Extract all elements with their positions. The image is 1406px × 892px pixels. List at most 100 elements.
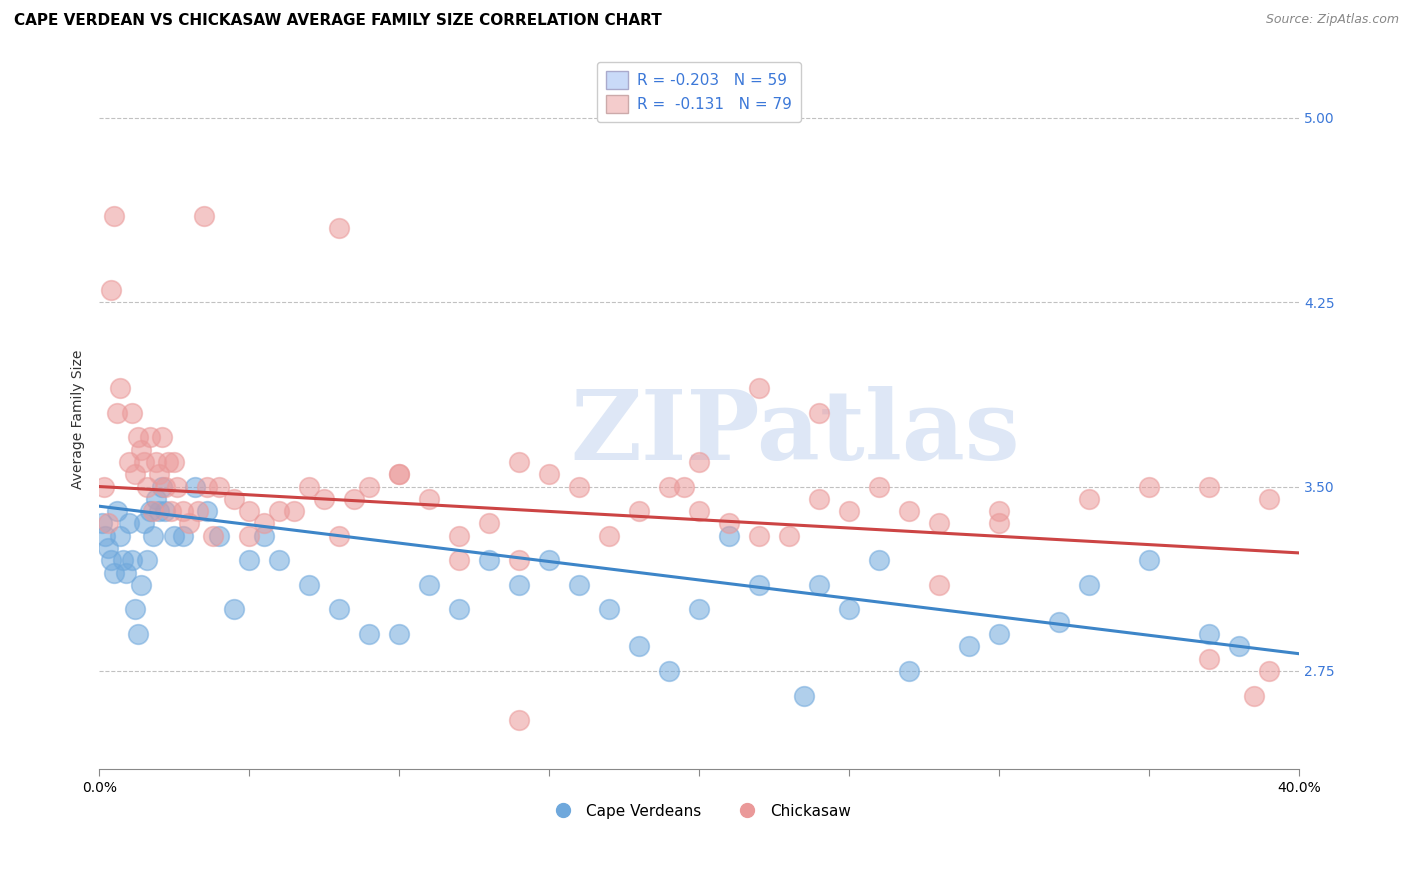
Text: Source: ZipAtlas.com: Source: ZipAtlas.com [1265, 13, 1399, 27]
Point [688, 602, 710, 616]
Point [957, 640, 980, 654]
Point [253, 516, 276, 531]
Point [628, 504, 651, 518]
Point [105, 504, 128, 518]
Point [103, 209, 125, 223]
Point [508, 553, 530, 567]
Point [658, 479, 681, 493]
Point [838, 504, 860, 518]
Point [808, 491, 831, 506]
Point [838, 602, 860, 616]
Point [134, 516, 156, 531]
Point [153, 479, 176, 493]
Point [100, 553, 122, 567]
Point [148, 467, 170, 482]
Point [928, 516, 950, 531]
Point [328, 529, 350, 543]
Y-axis label: Average Family Size: Average Family Size [72, 350, 86, 489]
Point [898, 504, 921, 518]
Point [193, 209, 215, 223]
Point [202, 529, 225, 543]
Point [449, 602, 471, 616]
Point [108, 529, 131, 543]
Point [748, 578, 770, 592]
Point [1258, 491, 1281, 506]
Point [238, 529, 260, 543]
Point [136, 479, 159, 493]
Point [238, 553, 260, 567]
Point [808, 406, 831, 420]
Point [988, 504, 1011, 518]
Point [673, 479, 696, 493]
Text: ZIPatlas: ZIPatlas [571, 386, 1019, 480]
Point [118, 516, 141, 531]
Point [166, 479, 188, 493]
Point [160, 504, 183, 518]
Point [283, 504, 305, 518]
Point [478, 516, 501, 531]
Point [224, 491, 246, 506]
Point [145, 491, 167, 506]
Point [1137, 479, 1160, 493]
Point [100, 283, 122, 297]
Point [129, 442, 152, 457]
Point [115, 566, 138, 580]
Point [868, 479, 890, 493]
Point [868, 553, 890, 567]
Point [928, 578, 950, 592]
Point [145, 455, 167, 469]
Point [538, 553, 561, 567]
Point [688, 504, 710, 518]
Point [150, 479, 173, 493]
Point [127, 627, 149, 641]
Point [388, 627, 411, 641]
Point [208, 479, 231, 493]
Point [142, 529, 165, 543]
Point [748, 529, 770, 543]
Point [163, 455, 186, 469]
Point [328, 221, 350, 235]
Point [449, 529, 471, 543]
Point [93, 479, 115, 493]
Point [508, 713, 530, 727]
Point [449, 553, 471, 567]
Point [568, 578, 591, 592]
Point [124, 602, 146, 616]
Point [298, 578, 321, 592]
Point [508, 455, 530, 469]
Point [238, 504, 260, 518]
Point [150, 430, 173, 444]
Point [508, 578, 530, 592]
Point [97, 541, 120, 555]
Point [538, 467, 561, 482]
Point [269, 553, 291, 567]
Point [598, 529, 620, 543]
Point [328, 602, 350, 616]
Point [91, 516, 114, 531]
Point [388, 467, 411, 482]
Point [898, 664, 921, 678]
Point [94, 529, 117, 543]
Point [298, 479, 321, 493]
Point [163, 529, 186, 543]
Point [1137, 553, 1160, 567]
Point [139, 430, 162, 444]
Point [224, 602, 246, 616]
Point [1243, 689, 1265, 703]
Point [153, 504, 176, 518]
Point [808, 578, 831, 592]
Point [208, 529, 231, 543]
Point [148, 504, 170, 518]
Point [139, 504, 162, 518]
Point [195, 479, 218, 493]
Point [1198, 627, 1220, 641]
Point [103, 566, 125, 580]
Point [127, 430, 149, 444]
Point [688, 455, 710, 469]
Point [129, 578, 152, 592]
Point [136, 553, 159, 567]
Point [418, 491, 440, 506]
Legend: Cape Verdeans, Chickasaw: Cape Verdeans, Chickasaw [541, 797, 856, 825]
Point [134, 455, 156, 469]
Point [105, 406, 128, 420]
